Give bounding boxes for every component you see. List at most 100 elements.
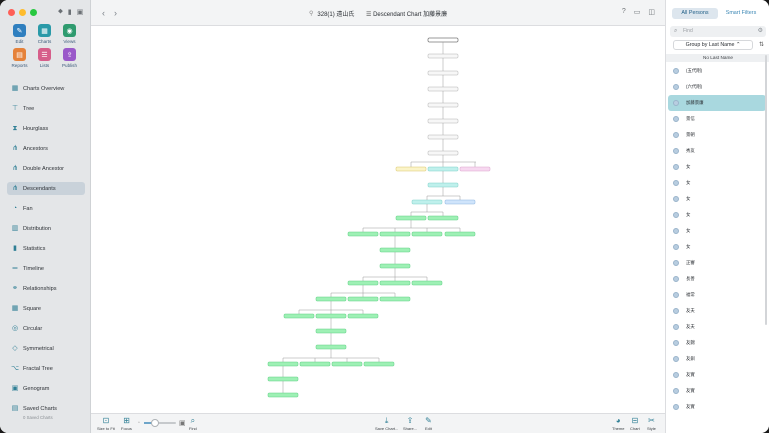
person-box[interactable]: [411, 231, 443, 237]
zoom-slider-knob[interactable]: [151, 419, 160, 427]
gear-icon[interactable]: ⚙: [757, 28, 763, 34]
sidebar-item-fractal-tree[interactable]: ⌥ Fractal Tree: [7, 362, 85, 375]
person-box[interactable]: [427, 182, 459, 188]
minimize-window-button[interactable]: [19, 9, 26, 16]
tab-smart-filters[interactable]: Smart Filters: [725, 10, 757, 16]
group-by-select[interactable]: Group by Last Name ⌃: [673, 40, 753, 50]
close-window-button[interactable]: [8, 9, 15, 16]
scrollbar[interactable]: [765, 55, 767, 325]
person-box[interactable]: [347, 231, 379, 237]
person-box[interactable]: [395, 215, 427, 221]
person-box[interactable]: [267, 376, 299, 382]
person-list-item[interactable]: 景朝: [668, 127, 766, 143]
sidebar-item-hourglass[interactable]: ⧗ Hourglass: [7, 122, 85, 135]
tool-charts-button[interactable]: ▦ Charts: [32, 24, 57, 44]
person-list-item[interactable]: 女: [668, 207, 766, 223]
person-box[interactable]: [427, 134, 459, 140]
person-box[interactable]: [379, 247, 411, 253]
person-list-item[interactable]: 加藤景廉: [668, 95, 766, 111]
person-box[interactable]: [267, 392, 299, 398]
person-list-item[interactable]: 友夫: [668, 319, 766, 335]
root-person-box[interactable]: [427, 37, 459, 43]
person-box[interactable]: [315, 313, 347, 319]
tool-reports-button[interactable]: ▤ Reports: [7, 48, 32, 68]
person-box[interactable]: [444, 199, 476, 205]
zoom-in-icon[interactable]: ▣: [179, 420, 186, 427]
person-list-item[interactable]: (六代剛): [668, 79, 766, 95]
share-button[interactable]: ⇪ Share...: [403, 416, 418, 431]
sidebar-item-genogram[interactable]: ▣ Genogram: [7, 382, 85, 395]
sidebar-item-charts-overview[interactable]: ▦ Charts Overview: [7, 82, 85, 95]
back-button[interactable]: ‹: [102, 8, 105, 18]
person-box[interactable]: [315, 296, 347, 302]
person-box[interactable]: [315, 344, 347, 350]
tool-views-button[interactable]: ◉ Views: [57, 24, 82, 44]
chart-settings-button[interactable]: ⊟ Chart: [630, 416, 640, 431]
sidebar-item-relationships[interactable]: ⚭ Relationships: [7, 282, 85, 295]
person-box[interactable]: [427, 70, 459, 76]
sidebar-item-tree[interactable]: ⊤ Tree: [7, 102, 85, 115]
person-box[interactable]: [363, 361, 395, 367]
person-list-item[interactable]: 福常: [668, 287, 766, 303]
person-box[interactable]: [347, 280, 379, 286]
person-box[interactable]: [427, 102, 459, 108]
person-list-item[interactable]: 友錦: [668, 335, 766, 351]
person-list-item[interactable]: 景信: [668, 111, 766, 127]
person-box[interactable]: [427, 166, 459, 172]
edit-chart-button[interactable]: ✎ Edit: [425, 416, 432, 431]
sidebar-item-saved-charts[interactable]: ▤ Saved Charts: [7, 402, 85, 415]
person-box[interactable]: [411, 280, 443, 286]
maximize-window-button[interactable]: [30, 9, 37, 16]
find-button[interactable]: ⌕ Find: [189, 416, 197, 431]
person-box[interactable]: [444, 231, 476, 237]
chart-canvas[interactable]: [91, 26, 665, 413]
forward-button[interactable]: ›: [114, 8, 117, 18]
person-box[interactable]: [267, 361, 299, 367]
zoom-out-icon[interactable]: ▫: [138, 420, 140, 426]
person-list-item[interactable]: 女: [668, 191, 766, 207]
person-box[interactable]: [379, 280, 411, 286]
sidebar-item-circular[interactable]: ◎ Circular: [7, 322, 85, 335]
sidebar-item-double-ancestor[interactable]: ⋔ Double Ancestor: [7, 162, 85, 175]
person-box[interactable]: [379, 296, 411, 302]
person-box[interactable]: [283, 313, 315, 319]
person-box[interactable]: [347, 313, 379, 319]
tab-all-persons[interactable]: All Persons: [672, 8, 718, 19]
sidebar-toggle-icon[interactable]: ▣: [76, 9, 84, 16]
tool-publish-button[interactable]: ⇪ Publish: [57, 48, 82, 68]
person-box[interactable]: [379, 263, 411, 269]
size-to-fit-button[interactable]: ⊡ Size to Fit: [97, 416, 115, 431]
person-box[interactable]: [299, 361, 331, 367]
person-box[interactable]: [331, 361, 363, 367]
person-list-item[interactable]: 女: [668, 239, 766, 255]
person-list-item[interactable]: 友實: [668, 367, 766, 383]
person-list-item[interactable]: 女: [668, 175, 766, 191]
person-box[interactable]: [427, 215, 459, 221]
person-box[interactable]: [315, 328, 347, 334]
style-button[interactable]: ✂ Style: [647, 416, 656, 431]
person-box[interactable]: [427, 150, 459, 156]
tag-icon[interactable]: ⬥: [58, 8, 63, 15]
bookmark-icon[interactable]: ▮: [67, 9, 72, 16]
person-list-item[interactable]: 友夫: [668, 303, 766, 319]
sidebar-item-symmetrical[interactable]: ◇ Symmetrical: [7, 342, 85, 355]
focus-button[interactable]: ⊞ Focus: [121, 416, 132, 431]
person-box[interactable]: [427, 53, 459, 59]
sidebar-item-fan[interactable]: ◔ Fan: [7, 202, 85, 215]
window-icon[interactable]: ▭: [633, 9, 641, 16]
help-icon[interactable]: ?: [621, 8, 626, 15]
person-list-item[interactable]: 女: [668, 223, 766, 239]
person-box[interactable]: [427, 118, 459, 124]
tool-edit-button[interactable]: ✎ Edit: [7, 24, 32, 44]
person-list-item[interactable]: 友實: [668, 399, 766, 415]
person-list-item[interactable]: (五代剛): [668, 63, 766, 79]
tool-lists-button[interactable]: ☰ Lists: [32, 48, 57, 68]
sidebar-item-square[interactable]: ▦ Square: [7, 302, 85, 315]
save-chart-button[interactable]: ⤓ Save Chart...: [375, 416, 399, 431]
theme-button[interactable]: ◕ Theme: [612, 416, 625, 431]
person-box[interactable]: [379, 231, 411, 237]
person-list-item[interactable]: 女: [668, 159, 766, 175]
sidebar-item-distribution[interactable]: ▥ Distribution: [7, 222, 85, 235]
sidebar-item-statistics[interactable]: ▮ Statistics: [7, 242, 85, 255]
zoom-slider[interactable]: [144, 419, 176, 427]
